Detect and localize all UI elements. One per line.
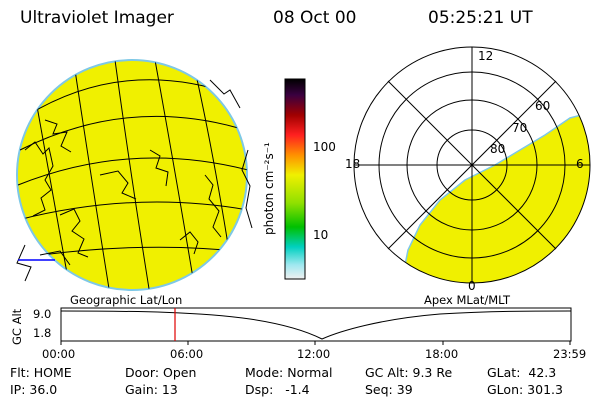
auroral-oval xyxy=(399,109,590,283)
mlat-70-label: 70 xyxy=(512,121,527,135)
status-seq: Seq: 39 xyxy=(365,382,413,397)
polar-panel-label: Apex MLat/MLT xyxy=(424,293,511,307)
status-mode: Mode: Normal xyxy=(245,365,333,380)
altitude-ylabel: GC Alt xyxy=(10,308,24,345)
status-door: Door: Open xyxy=(125,365,197,380)
time-label: 05:25:21 UT xyxy=(428,8,533,28)
earth-disk xyxy=(16,59,248,291)
status-ip: IP: 36.0 xyxy=(10,382,58,397)
geo-panel-label: Geographic Lat/Lon xyxy=(70,293,183,307)
status-gcalt: GC Alt: 9.3 Re xyxy=(365,365,453,380)
geographic-image xyxy=(16,59,253,291)
xtick-0000: 00:00 xyxy=(42,347,76,361)
status-glon: GLon: 301.3 xyxy=(487,382,563,397)
mlt-12-label: 12 xyxy=(478,49,493,63)
altitude-ytick-bottom: 1.8 xyxy=(33,326,52,340)
status-gain: Gain: 13 xyxy=(125,382,178,397)
altitude-plot xyxy=(60,307,572,345)
colorbar-tick-100: 100 xyxy=(313,140,336,154)
status-flt: Flt: HOME xyxy=(10,365,72,380)
mlat-60-label: 60 xyxy=(535,99,550,113)
mlat-80-label: 80 xyxy=(490,142,505,156)
date-label: 08 Oct 00 xyxy=(273,8,357,28)
xtick-1800: 18:00 xyxy=(425,347,459,361)
instrument-title: Ultraviolet Imager xyxy=(20,8,174,28)
status-dsp: Dsp: -1.4 xyxy=(245,382,310,397)
colorbar xyxy=(284,78,306,280)
mlt-6-label: 6 xyxy=(576,157,584,171)
colorbar-tick-10: 10 xyxy=(313,228,329,242)
altitude-trace xyxy=(60,310,572,340)
colorbar-unit-label: photon cm⁻²s⁻¹ xyxy=(262,142,276,235)
altitude-ytick-top: 9.0 xyxy=(33,307,52,321)
xtick-0600: 06:00 xyxy=(170,347,204,361)
xtick-2359: 23:59 xyxy=(553,347,587,361)
xtick-1200: 12:00 xyxy=(297,347,331,361)
status-glat: GLat: 42.3 xyxy=(487,365,557,380)
mlt-18-label: 18 xyxy=(345,157,360,171)
mlt-0-label: 0 xyxy=(468,279,476,293)
polar-plot: 12 18 6 0 60 70 80 xyxy=(345,46,591,293)
